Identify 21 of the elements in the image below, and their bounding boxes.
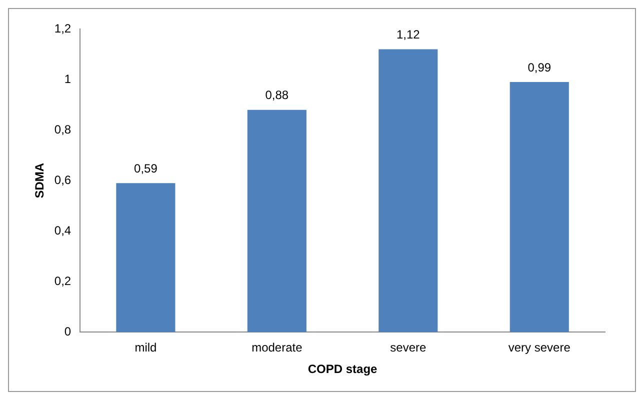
x-tick-label: mild <box>134 340 157 355</box>
y-tick-label: 1,2 <box>54 21 72 36</box>
bar <box>116 183 176 332</box>
bar <box>378 49 438 332</box>
x-tick-label: severe <box>390 340 426 355</box>
bar <box>247 110 306 332</box>
y-tick-label: 0,4 <box>54 223 72 238</box>
x-tick-label: very severe <box>508 340 571 355</box>
data-label: 0,88 <box>265 88 289 102</box>
x-axis-title: COPD stage <box>308 362 378 376</box>
y-tick-label: 0,6 <box>54 172 72 187</box>
y-axis-title: SDMA <box>32 162 47 198</box>
bar <box>510 82 569 332</box>
data-label: 0,59 <box>134 161 158 176</box>
y-tick-label: 1 <box>64 72 72 86</box>
data-label: 0,99 <box>528 60 552 74</box>
y-tick-label: 0,2 <box>54 274 72 288</box>
data-label: 1,12 <box>396 28 420 42</box>
y-tick-label: 0,8 <box>54 122 72 136</box>
x-tick-label: moderate <box>252 340 303 355</box>
y-tick-label: 0 <box>64 324 72 339</box>
